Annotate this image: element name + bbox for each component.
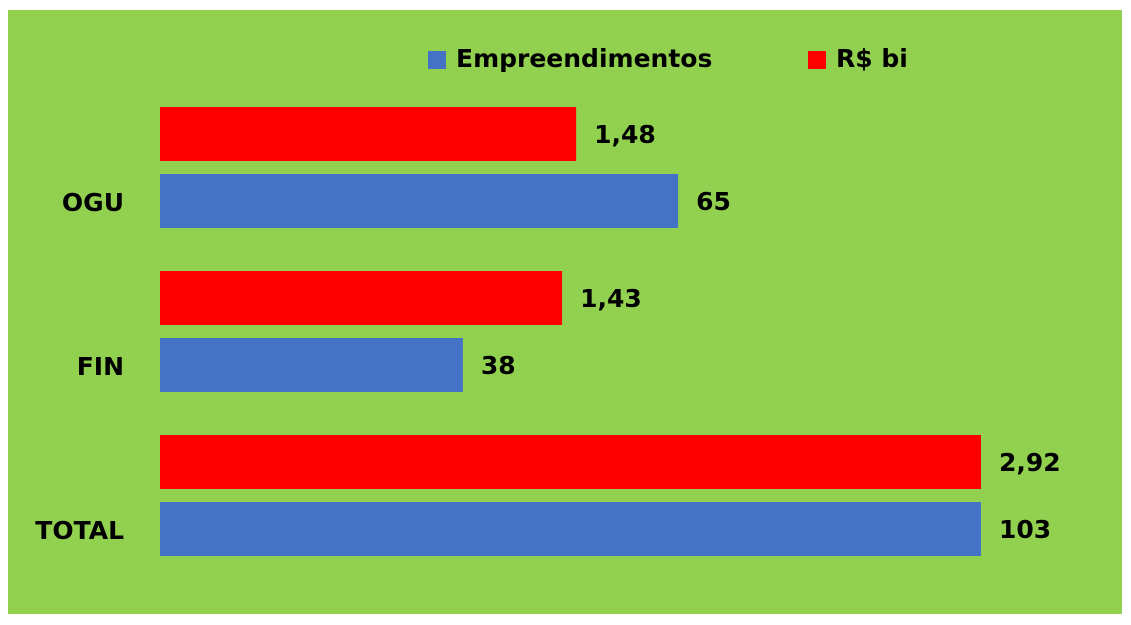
y-tick-label: OGU (62, 188, 124, 217)
data-label: 1,43 (580, 284, 642, 313)
bar (160, 338, 463, 392)
bar (160, 107, 577, 161)
data-label: 38 (481, 351, 516, 380)
data-label: 65 (696, 187, 731, 216)
legend: Empreendimentos R$ bi (428, 44, 908, 73)
legend-swatch (428, 51, 446, 69)
legend-label: R$ bi (836, 44, 908, 73)
bar (160, 502, 981, 556)
y-tick-label: FIN (77, 352, 124, 381)
data-label: 2,92 (999, 448, 1061, 477)
legend-label: Empreendimentos (456, 44, 712, 73)
y-tick-label: TOTAL (35, 516, 124, 545)
bar (160, 271, 563, 325)
legend-swatch (808, 51, 826, 69)
data-label: 103 (999, 515, 1051, 544)
bar (160, 435, 981, 489)
data-label: 1,48 (594, 120, 656, 149)
bar (160, 174, 679, 228)
